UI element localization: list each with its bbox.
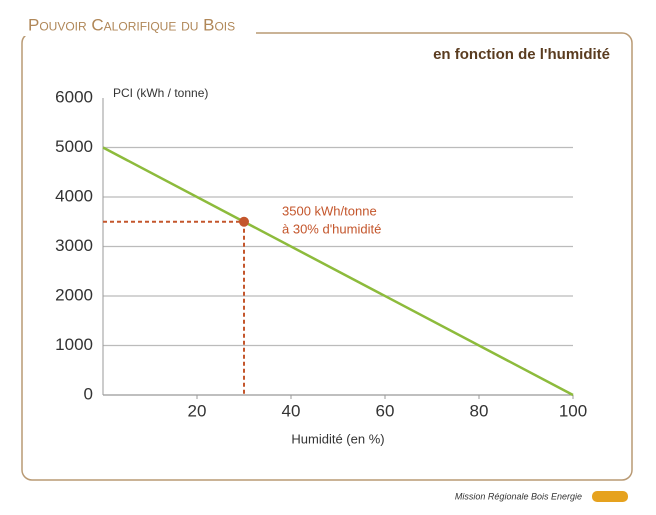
- x-axis-label: Humidité (en %): [291, 431, 384, 446]
- chart-subtitle: en fonction de l'humidité: [433, 46, 610, 63]
- y-tick-label: 0: [84, 384, 93, 403]
- x-tick-label: 80: [470, 401, 489, 420]
- data-line: [102, 146, 574, 397]
- x-tick-label: 100: [559, 401, 587, 420]
- y-tick-label: 6000: [55, 87, 93, 106]
- annotation-text: à 30% d'humidité: [282, 221, 381, 236]
- frame: [21, 32, 633, 481]
- x-tick-label: 20: [188, 401, 207, 420]
- y-tick-label: 4000: [55, 186, 93, 205]
- y-tick-label: 2000: [55, 285, 93, 304]
- x-tick-label: 60: [376, 401, 395, 420]
- logo: [592, 491, 628, 502]
- title-backdrop: [24, 20, 256, 36]
- y-tick-label: 5000: [55, 137, 93, 156]
- chart-title: Pouvoir Calorifique du Bois: [28, 15, 235, 34]
- x-tick-label: 40: [282, 401, 301, 420]
- y-axis-label: PCI (kWh / tonne): [113, 86, 208, 100]
- annotation-text: 3500 kWh/tonne: [282, 203, 377, 218]
- footer: Mission Régionale Bois Energie: [455, 491, 582, 501]
- y-tick-label: 1000: [55, 335, 93, 354]
- annotation-point: [239, 216, 249, 227]
- y-tick-label: 3000: [55, 236, 93, 255]
